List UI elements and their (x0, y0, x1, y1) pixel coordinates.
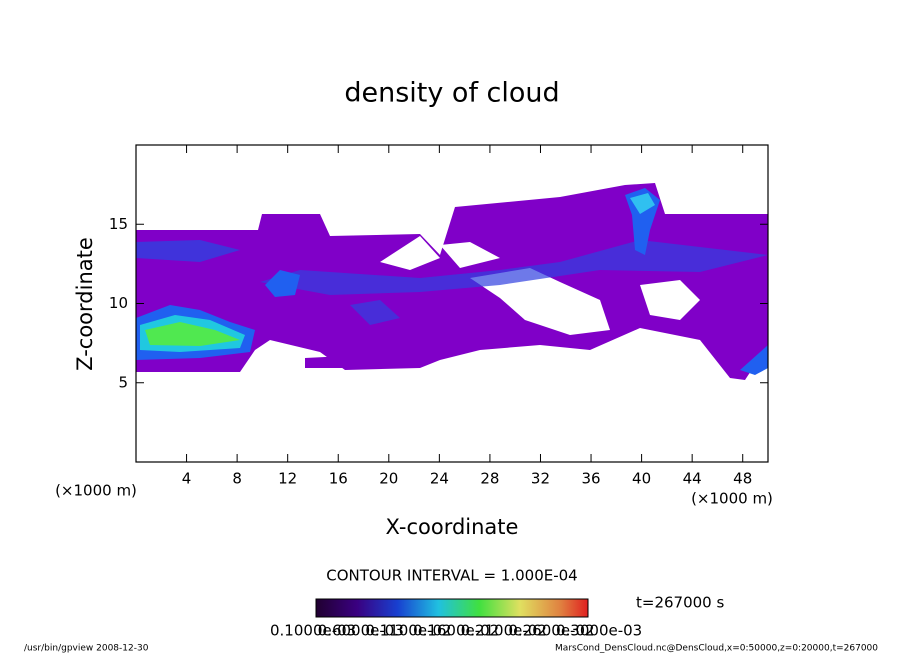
x-tick-label: 16 (329, 470, 348, 488)
colorbar-label: 0.6000e-03 (318, 622, 404, 640)
contour-field (136, 183, 768, 380)
contour-interval: CONTOUR INTERVAL = 1.000E-04 (326, 567, 577, 585)
x-unit-label: (×1000 m) (55, 482, 137, 500)
colorbar (315, 598, 589, 618)
x-tick-label: 24 (430, 470, 449, 488)
y-tick-label: 15 (109, 215, 128, 233)
colorbar-label: 0.3000e-03 (556, 622, 642, 640)
x-tick-label: 8 (232, 470, 242, 488)
x-tick-label: 12 (278, 470, 297, 488)
footer-right: MarsCond_DensCloud.nc@DensCloud,x=0:5000… (555, 644, 878, 654)
x-tick-label: 4 (182, 470, 192, 488)
y-tick-label: 10 (109, 294, 128, 312)
chart-title: density of cloud (344, 78, 559, 109)
x-tick-label: 36 (581, 470, 600, 488)
colorbar-labels: 0.1000e-030.6000e-030.1100e-020.1600e-02… (270, 622, 642, 640)
y-tick-label: 5 (118, 373, 128, 391)
footer-left: /usr/bin/gpview 2008-12-30 (24, 644, 149, 654)
colorbar-label: 0.2600e-02 (508, 622, 594, 640)
colorbar-label: 0.2100e-02 (461, 622, 547, 640)
x-tick-label: 40 (632, 470, 651, 488)
colorbar-label: 0.1600e-02 (413, 622, 499, 640)
time-label: t=267000 s (636, 594, 724, 612)
x-tick-label: 48 (733, 470, 752, 488)
x-tick-label: 32 (531, 470, 550, 488)
x-unit-label: (×1000 m) (691, 490, 773, 508)
x-tick-label: 28 (480, 470, 499, 488)
colorbar-label: 0.1100e-02 (365, 622, 451, 640)
x-tick-label: 20 (379, 470, 398, 488)
x-tick-label: 44 (683, 470, 702, 488)
y-axis-label: Z-coordinate (73, 237, 97, 371)
x-axis-label: X-coordinate (386, 515, 519, 539)
colorbar-label: 0.1000e-03 (270, 622, 356, 640)
